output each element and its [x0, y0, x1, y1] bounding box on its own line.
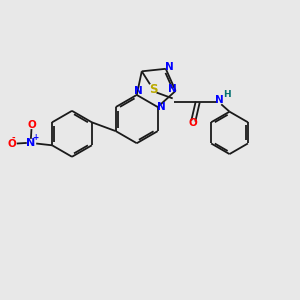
- Text: O: O: [27, 120, 36, 130]
- Text: N: N: [165, 62, 174, 72]
- Text: N: N: [26, 138, 35, 148]
- Text: H: H: [223, 90, 231, 99]
- Text: S: S: [149, 83, 157, 96]
- Text: N: N: [134, 86, 142, 96]
- Text: N: N: [157, 102, 166, 112]
- Text: O: O: [189, 118, 198, 128]
- Text: N: N: [215, 95, 224, 105]
- Text: N: N: [168, 84, 176, 94]
- Text: +: +: [32, 133, 39, 142]
- Text: -: -: [11, 134, 15, 142]
- Text: O: O: [8, 139, 16, 148]
